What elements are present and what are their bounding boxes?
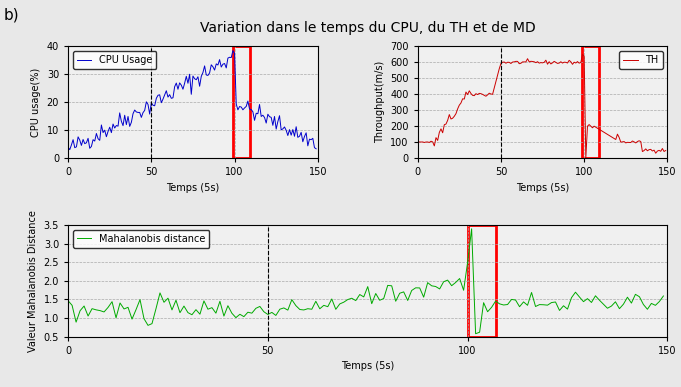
Bar (233, 46, 249, 158)
X-axis label: Temps (5s): Temps (5s) (341, 361, 394, 371)
Legend: Mahalanobis distance: Mahalanobis distance (73, 230, 210, 248)
Text: b): b) (3, 8, 19, 23)
Text: Variation dans le temps du CPU, du TH et de MD: Variation dans le temps du CPU, du TH et… (200, 21, 536, 35)
Legend: TH: TH (619, 51, 663, 69)
Bar (582, 46, 599, 158)
X-axis label: Temps (5s): Temps (5s) (166, 183, 219, 193)
Y-axis label: Throughput(m/s): Throughput(m/s) (375, 61, 385, 143)
X-axis label: Temps (5s): Temps (5s) (516, 183, 569, 193)
Y-axis label: Valeur Mahalanobis Distance: Valeur Mahalanobis Distance (28, 210, 38, 352)
Legend: CPU Usage: CPU Usage (73, 51, 157, 69)
Bar (468, 225, 496, 337)
Y-axis label: CPU usage(%): CPU usage(%) (31, 68, 41, 137)
